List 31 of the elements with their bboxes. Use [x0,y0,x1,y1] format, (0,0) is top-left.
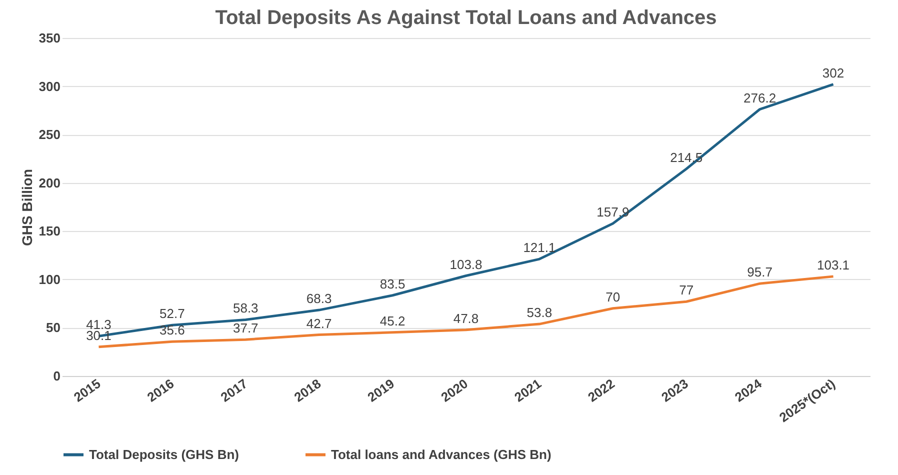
data-label: 157.9 [596,204,630,220]
data-label: 35.6 [160,322,185,338]
y-tick-label: 0 [53,368,60,384]
data-label: 276.2 [744,90,776,106]
data-label: 47.8 [453,310,479,326]
y-tick-label: 250 [38,127,60,142]
data-label: 103.1 [817,257,850,272]
y-tick-label: 50 [46,320,60,336]
y-tick-label: 350 [38,30,60,46]
data-label: 45.2 [380,313,406,328]
data-label: 77 [679,282,694,298]
data-label: 302 [822,65,844,80]
data-label: 68.3 [306,291,332,306]
y-tick-label: 100 [38,272,60,287]
data-label: 121.1 [523,240,556,256]
data-label: 83.5 [380,276,406,292]
chart-title: Total Deposits As Against Total Loans and Advances [215,7,717,29]
data-label: 103.8 [450,256,482,272]
data-label: 58.3 [232,300,258,316]
y-tick-label: 300 [38,78,60,94]
data-label: 70 [606,289,620,304]
data-label: 52.7 [160,306,185,322]
y-axis-title: GHS Billion [18,169,35,246]
y-tick-label: 200 [38,175,60,190]
legend-label: Total Deposits (GHS Bn) [89,446,239,462]
data-label: 42.7 [306,316,332,331]
data-label: 53.8 [526,305,552,320]
y-tick-label: 150 [38,224,60,239]
data-label: 95.7 [747,264,772,280]
legend-label: Total loans and Advances (GHS Bn) [331,446,552,462]
data-label: 37.7 [232,320,258,336]
